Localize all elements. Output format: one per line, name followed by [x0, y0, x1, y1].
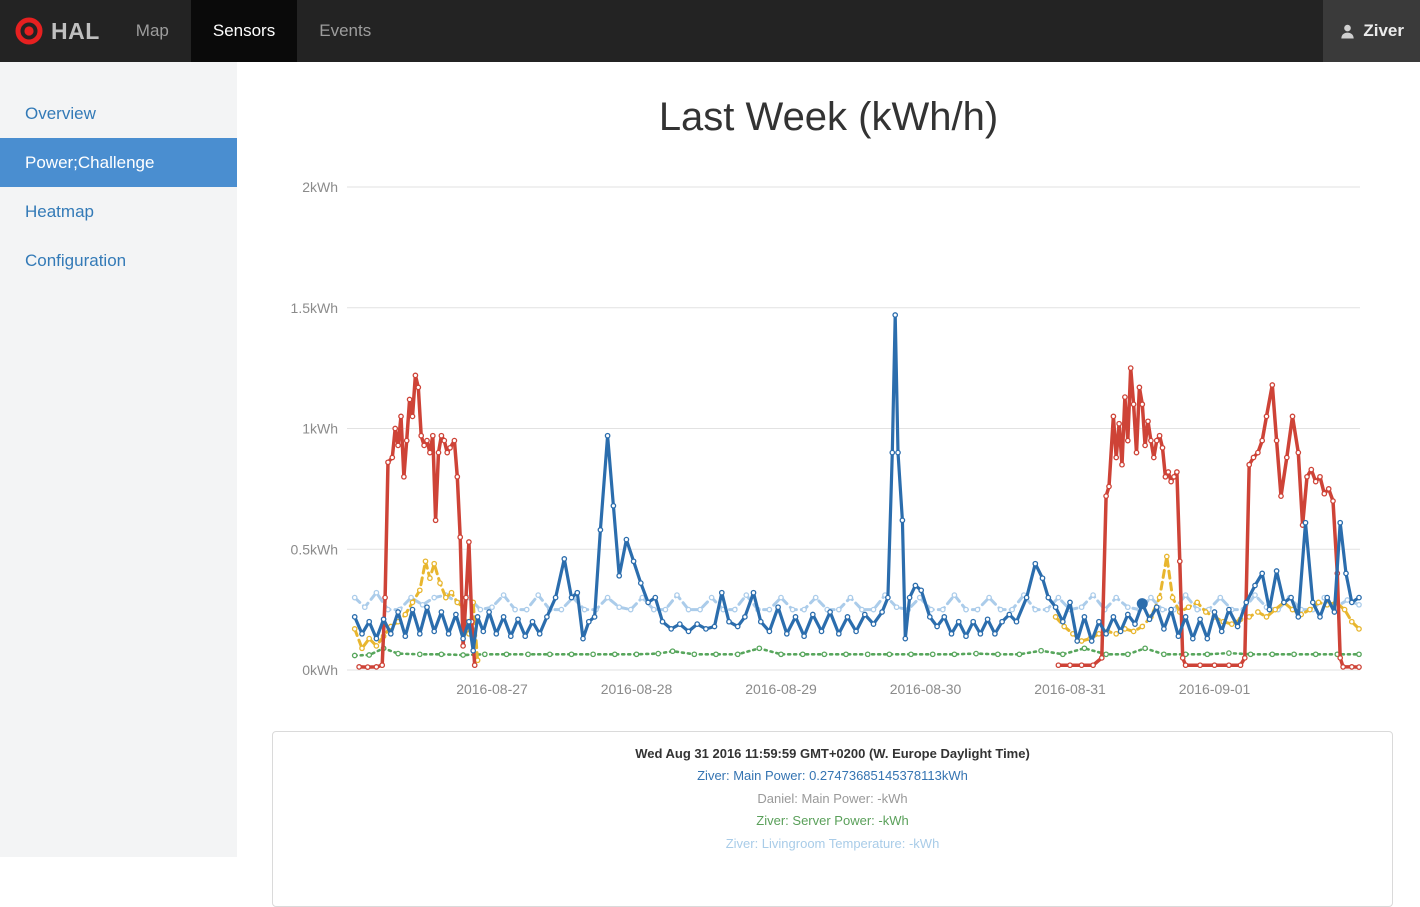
chart-legend-box: Wed Aug 31 2016 11:59:59 GMT+0200 (W. Eu…	[272, 731, 1393, 907]
y-axis-labels: 0kWh 0.5kWh 1kWh 1.5kWh 2kWh	[291, 179, 338, 678]
y-gridlines	[347, 187, 1360, 670]
x-tick-label: 2016-09-01	[1179, 681, 1251, 697]
sidebar-item-configuration[interactable]: Configuration	[0, 236, 237, 285]
user-menu[interactable]: Ziver	[1323, 0, 1420, 62]
sidebar-item-power-challenge[interactable]: Power;Challenge	[0, 138, 237, 187]
nav-item-map[interactable]: Map	[114, 0, 191, 62]
y-tick-label: 2kWh	[302, 179, 338, 195]
person-icon	[1339, 23, 1356, 40]
y-tick-label: 1.5kWh	[291, 300, 338, 316]
y-tick-label: 1kWh	[302, 421, 338, 437]
series-line-ziver-livingroom-temperature	[353, 591, 1362, 612]
page-title: Last Week (kWh/h)	[237, 95, 1420, 140]
y-tick-label: 0kWh	[302, 662, 338, 678]
navbar-spacer	[393, 0, 1323, 62]
top-navbar: HAL Map Sensors Events Ziver	[0, 0, 1420, 62]
y-tick-label: 0.5kWh	[291, 541, 338, 557]
x-tick-label: 2016-08-31	[1034, 681, 1106, 697]
brand-label: HAL	[51, 18, 100, 45]
x-tick-label: 2016-08-27	[456, 681, 528, 697]
brand[interactable]: HAL	[0, 0, 114, 62]
nav-item-events[interactable]: Events	[297, 0, 393, 62]
sidebar-item-heatmap[interactable]: Heatmap	[0, 187, 237, 236]
x-tick-label: 2016-08-29	[745, 681, 817, 697]
legend-entry: Daniel: Main Power: -kWh	[273, 788, 1392, 811]
x-tick-label: 2016-08-30	[890, 681, 962, 697]
legend-entry: Ziver: Main Power: 0.27473685145378113kW…	[273, 765, 1392, 788]
legend-entries: Ziver: Main Power: 0.27473685145378113kW…	[273, 765, 1392, 855]
x-axis-labels: 2016-08-27 2016-08-28 2016-08-29 2016-08-30…	[456, 681, 1250, 697]
target-logo-icon	[15, 17, 43, 45]
series-line-ziver-server-power	[353, 646, 1362, 658]
user-name: Ziver	[1363, 21, 1404, 41]
sidebar: Overview Power;Challenge Heatmap Configu…	[0, 62, 237, 857]
series-line-ziver-main-power	[353, 313, 1362, 653]
legend-entry: Ziver: Server Power: -kWh	[273, 810, 1392, 833]
selected-point-dot[interactable]	[1137, 598, 1148, 609]
legend-entry: Ziver: Livingroom Temperature: -kWh	[273, 833, 1392, 856]
x-tick-label: 2016-08-28	[601, 681, 673, 697]
main-content: Last Week (kWh/h) 0kWh 0.5kWh 1kWh 1.5kWh 2k…	[237, 62, 1420, 857]
nav-item-sensors[interactable]: Sensors	[191, 0, 297, 62]
legend-timestamp: Wed Aug 31 2016 11:59:59 GMT+0200 (W. Eu…	[273, 743, 1392, 765]
sidebar-item-overview[interactable]: Overview	[0, 89, 237, 138]
